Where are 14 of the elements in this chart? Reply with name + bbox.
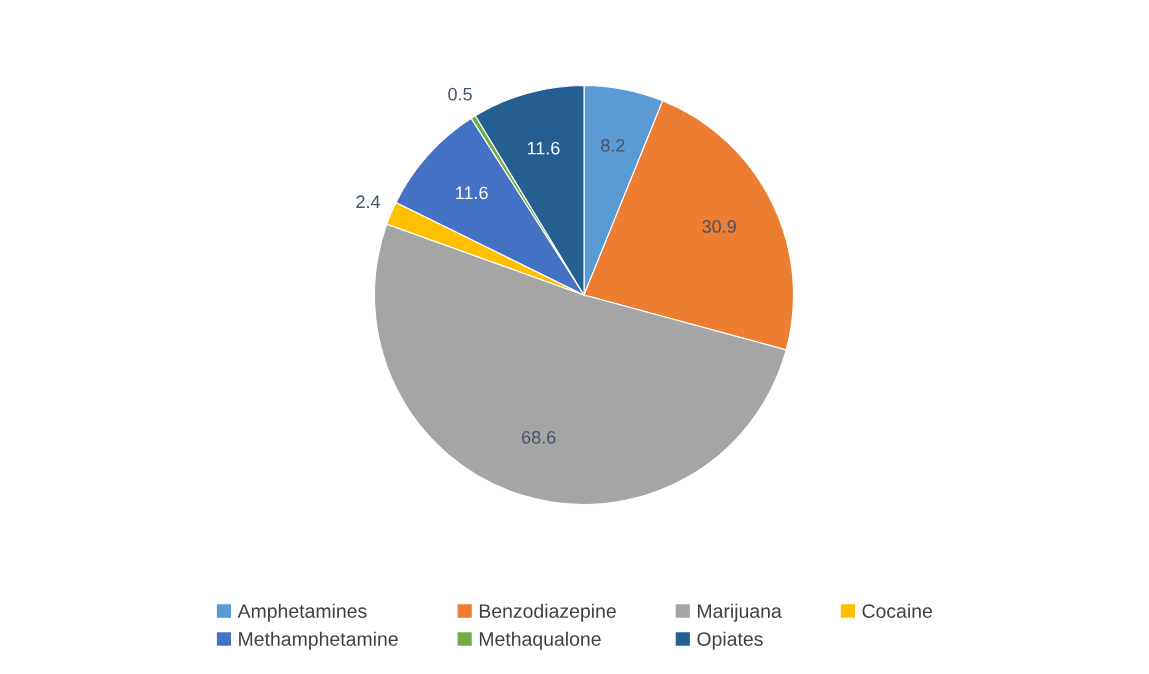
legend-label: Methamphetamine [239, 631, 398, 650]
legend-label: Marijuana [697, 603, 782, 622]
legend-label: Benzodiazepine [479, 603, 616, 622]
data-label: 2.4 [356, 195, 381, 208]
legend-label: Cocaine [862, 603, 932, 618]
data-label: 11.6 [527, 141, 560, 155]
legend-label: Opiates [697, 631, 763, 650]
data-label: 30.9 [702, 220, 736, 233]
data-label: 68.6 [522, 430, 556, 444]
data-label: 8.2 [601, 138, 625, 152]
legend-label: Methaqualone [479, 631, 601, 650]
data-label: 0.5 [448, 87, 472, 101]
data-label: 11.6 [456, 186, 488, 200]
legend-label: Amphetamines [237, 603, 367, 622]
